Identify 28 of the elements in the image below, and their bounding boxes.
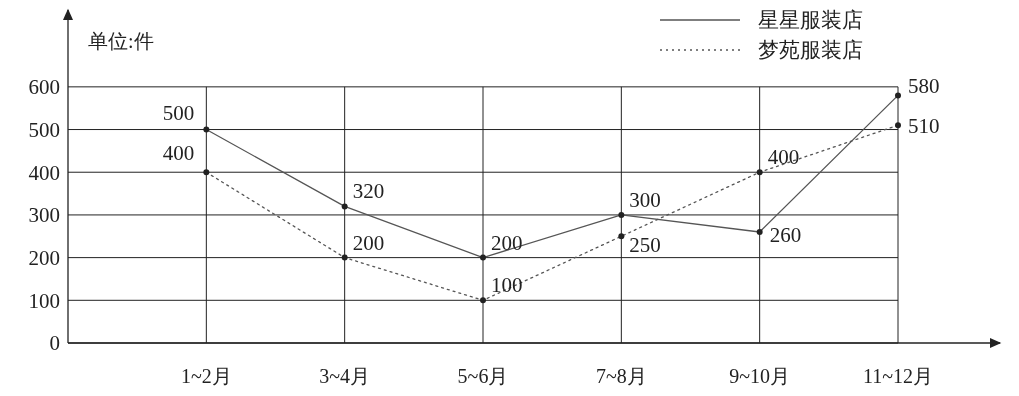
legend-label: 星星服装店 bbox=[758, 8, 863, 33]
y-tick-label: 200 bbox=[28, 245, 60, 270]
data-label: 320 bbox=[352, 179, 385, 204]
x-tick-label: 3~4月 bbox=[319, 365, 371, 387]
data-label: 260 bbox=[769, 223, 802, 247]
data-label: 510 bbox=[908, 114, 940, 139]
data-label: 100 bbox=[491, 273, 523, 298]
y-tick-label: 100 bbox=[28, 288, 60, 313]
data-label: 200 bbox=[491, 230, 523, 255]
data-label: 300 bbox=[629, 187, 661, 212]
legend-label: 梦苑服装店 bbox=[758, 38, 863, 63]
x-tick-label: 9~10月 bbox=[729, 365, 791, 387]
y-tick-label: 500 bbox=[28, 117, 60, 142]
data-label: 580 bbox=[908, 74, 940, 99]
data-label: 500 bbox=[162, 100, 195, 125]
y-tick-label: 600 bbox=[28, 75, 60, 100]
x-tick-label: 5~6月 bbox=[457, 365, 509, 387]
y-tick-label: 400 bbox=[28, 160, 60, 185]
data-label: 200 bbox=[352, 230, 385, 255]
x-tick-label: 11~12月 bbox=[862, 365, 934, 387]
y-tick-label: 0 bbox=[49, 331, 60, 356]
x-tick-label: 1~2月 bbox=[180, 365, 232, 387]
data-label: 400 bbox=[767, 145, 800, 170]
y-tick-label: 300 bbox=[28, 203, 60, 228]
data-label: 250 bbox=[629, 233, 661, 258]
data-label: 400 bbox=[162, 141, 195, 166]
x-tick-label: 7~8月 bbox=[595, 365, 647, 387]
y-axis-title: 单位:件 bbox=[88, 30, 154, 52]
